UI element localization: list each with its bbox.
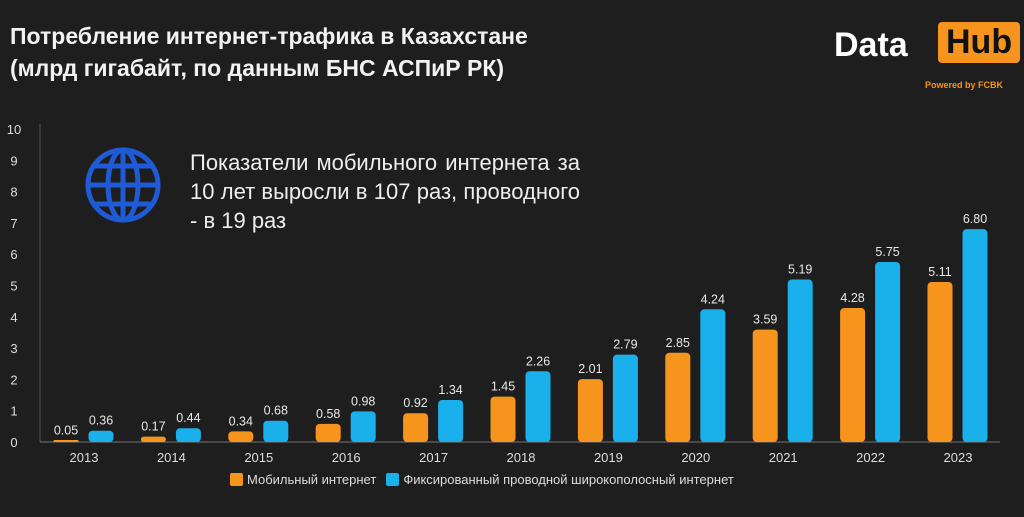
data-label: 6.80 bbox=[963, 212, 987, 226]
chart-title: Потребление интернет-трафика в Казахстан… bbox=[10, 20, 528, 84]
y-tick-label: 7 bbox=[10, 216, 17, 231]
bar-mobile bbox=[403, 413, 429, 442]
data-label: 2.79 bbox=[613, 338, 637, 352]
logo-hub: Hub bbox=[938, 22, 1021, 63]
legend-label-fixed: Фиксированный проводной широкополосный и… bbox=[403, 472, 734, 487]
data-label: 5.11 bbox=[928, 265, 951, 279]
data-label: 2.26 bbox=[526, 354, 550, 368]
legend-fixed: Фиксированный проводной широкополосный и… bbox=[386, 472, 734, 487]
legend-swatch-mobile bbox=[230, 473, 243, 486]
bar-fixed bbox=[875, 262, 901, 442]
y-tick-label: 10 bbox=[7, 122, 21, 137]
y-tick-label: 1 bbox=[10, 404, 17, 419]
legend: Мобильный интернет Фиксированный проводн… bbox=[230, 472, 734, 487]
logo-powered: Powered by FCBK bbox=[925, 80, 1004, 90]
bar-fixed bbox=[88, 430, 114, 442]
bar-mobile bbox=[577, 379, 603, 442]
bar-fixed bbox=[525, 371, 551, 442]
data-label: 0.98 bbox=[351, 394, 375, 408]
data-label: 4.24 bbox=[701, 292, 725, 306]
y-tick-label: 5 bbox=[10, 279, 17, 294]
x-tick-label: 2019 bbox=[594, 450, 623, 465]
bar-mobile bbox=[927, 282, 953, 442]
x-tick-label: 2017 bbox=[419, 450, 448, 465]
y-tick-label: 6 bbox=[10, 247, 17, 262]
data-label: 0.05 bbox=[54, 423, 78, 437]
x-tick-label: 2016 bbox=[332, 450, 361, 465]
bar-fixed bbox=[438, 400, 464, 442]
data-label: 4.28 bbox=[840, 291, 864, 305]
data-label: 0.17 bbox=[141, 420, 165, 434]
legend-mobile: Мобильный интернет bbox=[230, 472, 376, 487]
bar-fixed bbox=[962, 229, 988, 442]
y-tick-label: 0 bbox=[10, 435, 17, 450]
x-tick-label: 2015 bbox=[244, 450, 273, 465]
x-tick-label: 2021 bbox=[769, 450, 798, 465]
x-tick-label: 2013 bbox=[70, 450, 99, 465]
data-label: 1.34 bbox=[438, 383, 462, 397]
bar-fixed bbox=[263, 420, 289, 442]
bar-mobile bbox=[228, 431, 254, 442]
y-tick-label: 2 bbox=[10, 372, 17, 387]
data-label: 0.34 bbox=[229, 414, 253, 428]
bar-fixed bbox=[787, 279, 813, 442]
annotation-text: Показатели мобильного интернета за 10 ле… bbox=[190, 150, 580, 233]
legend-swatch-fixed bbox=[386, 473, 400, 486]
data-label: 0.58 bbox=[316, 407, 340, 421]
data-label: 0.68 bbox=[264, 404, 288, 418]
data-label: 2.85 bbox=[666, 336, 690, 350]
data-label: 3.59 bbox=[753, 313, 777, 327]
bar-fixed bbox=[175, 428, 201, 442]
x-tick-label: 2014 bbox=[157, 450, 186, 465]
title-line-2: (млрд гигабайт, по данным БНС АСПиР РК) bbox=[10, 55, 505, 81]
x-tick-label: 2020 bbox=[681, 450, 710, 465]
bar-mobile bbox=[53, 440, 79, 442]
title-line-1: Потребление интернет-трафика в Казахстан… bbox=[10, 23, 528, 49]
bar-fixed bbox=[612, 354, 638, 442]
bar-mobile bbox=[840, 308, 866, 442]
bar-fixed bbox=[700, 309, 726, 442]
globe-icon bbox=[85, 147, 161, 223]
logo-data: Data bbox=[834, 26, 908, 64]
x-tick-label: 2023 bbox=[944, 450, 973, 465]
bar-mobile bbox=[140, 436, 166, 442]
data-label: 0.44 bbox=[176, 411, 200, 425]
bar-mobile bbox=[315, 423, 341, 442]
bar-fixed bbox=[350, 411, 376, 442]
data-label: 5.19 bbox=[788, 263, 812, 277]
data-label: 0.36 bbox=[89, 414, 113, 428]
y-tick-label: 4 bbox=[10, 310, 17, 325]
legend-label-mobile: Мобильный интернет bbox=[247, 472, 377, 487]
data-label: 0.92 bbox=[403, 396, 427, 410]
y-tick-label: 9 bbox=[10, 153, 17, 168]
bar-mobile bbox=[752, 329, 778, 442]
data-label: 2.01 bbox=[578, 362, 602, 376]
bar-mobile bbox=[490, 396, 516, 442]
y-tick-label: 8 bbox=[10, 185, 17, 200]
bar-mobile bbox=[665, 352, 691, 442]
x-tick-label: 2022 bbox=[856, 450, 885, 465]
x-tick-label: 2018 bbox=[507, 450, 536, 465]
data-label: 5.75 bbox=[875, 245, 899, 259]
y-tick-label: 3 bbox=[10, 341, 17, 356]
data-label: 1.45 bbox=[491, 380, 515, 394]
